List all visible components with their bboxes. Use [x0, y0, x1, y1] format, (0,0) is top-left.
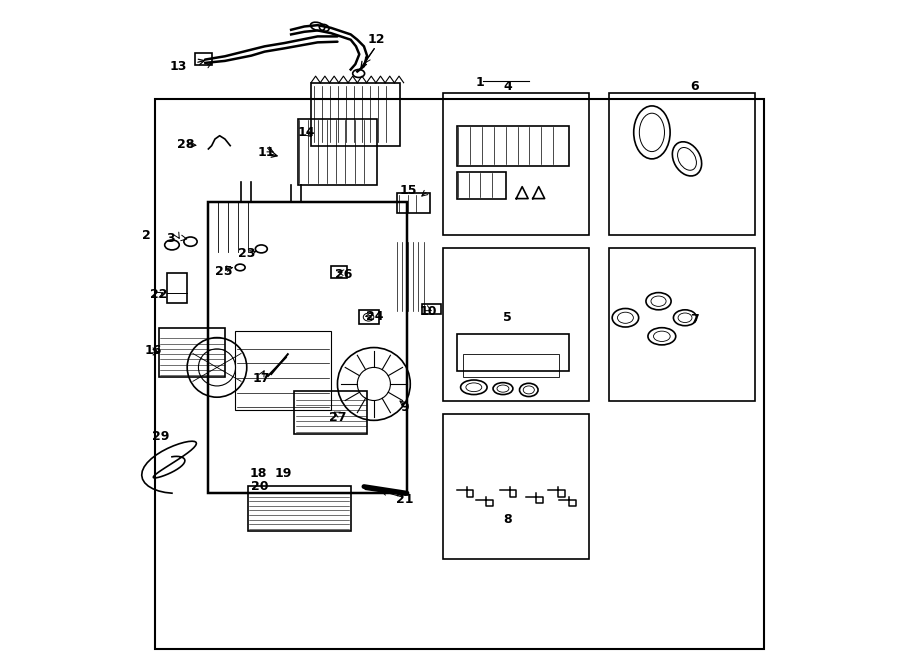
Bar [166, 273, 186, 303]
Text: 3: 3 [166, 232, 175, 245]
Text: 26: 26 [336, 268, 353, 281]
Bar [311, 83, 400, 146]
Bar [444, 414, 589, 559]
Bar [358, 310, 379, 324]
Text: 1: 1 [475, 76, 484, 89]
Text: 11: 11 [257, 146, 274, 159]
Text: 23: 23 [238, 247, 256, 260]
Bar [422, 304, 441, 314]
Text: 2: 2 [142, 228, 151, 242]
Text: 12: 12 [367, 33, 384, 46]
Bar [609, 248, 754, 401]
Bar [397, 193, 430, 213]
Bar [195, 53, 212, 65]
Text: 29: 29 [152, 430, 169, 444]
Bar [456, 126, 569, 166]
Bar [158, 328, 225, 377]
Text: 14: 14 [298, 126, 315, 139]
Text: 21: 21 [396, 493, 414, 506]
Text: 19: 19 [274, 467, 292, 480]
Bar [331, 266, 347, 278]
Text: 9: 9 [400, 401, 410, 414]
Bar [298, 119, 377, 185]
Bar [294, 391, 367, 434]
Text: 24: 24 [366, 310, 384, 323]
Bar [456, 172, 507, 199]
Text: 10: 10 [419, 305, 436, 318]
Text: 17: 17 [253, 372, 270, 385]
Bar [609, 93, 754, 235]
Bar [235, 331, 331, 410]
Bar [464, 354, 559, 377]
Bar [156, 99, 764, 649]
Text: 6: 6 [690, 79, 699, 93]
Text: 5: 5 [503, 311, 512, 324]
Text: 22: 22 [150, 288, 167, 301]
Text: 16: 16 [145, 344, 162, 357]
Bar [456, 334, 569, 371]
Text: 8: 8 [503, 513, 512, 526]
Bar [444, 248, 589, 401]
Text: 27: 27 [328, 410, 346, 424]
Text: 28: 28 [176, 138, 194, 151]
Text: 20: 20 [251, 480, 269, 493]
Text: 25: 25 [215, 265, 232, 278]
Bar [444, 93, 589, 235]
Text: 13: 13 [170, 60, 187, 73]
Text: 15: 15 [400, 184, 417, 197]
Text: 18: 18 [249, 467, 266, 480]
Bar [248, 486, 351, 531]
Text: 4: 4 [503, 79, 512, 93]
Text: 7: 7 [690, 312, 699, 326]
